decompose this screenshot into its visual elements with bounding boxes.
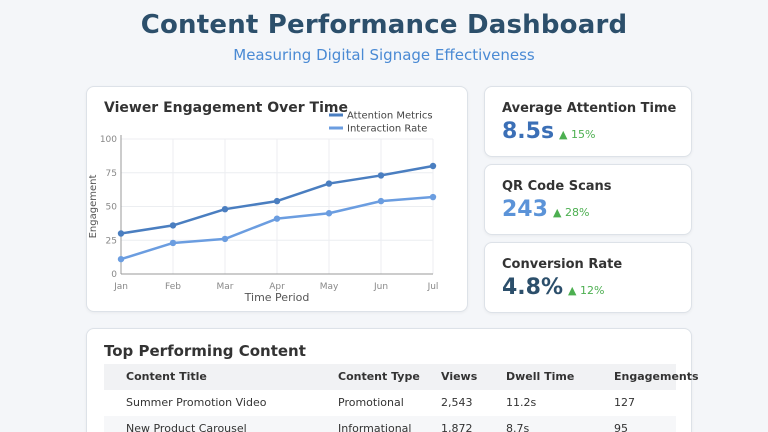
page-subtitle: Measuring Digital Signage Effectiveness bbox=[233, 46, 535, 64]
data-point bbox=[273, 215, 281, 222]
data-point bbox=[221, 235, 229, 243]
data-point bbox=[221, 206, 229, 213]
table-row[interactable]: Summer Promotion Video Promotional 2,543… bbox=[104, 390, 676, 416]
x-tick-label: Jul bbox=[427, 282, 439, 292]
legend-label: Attention Metrics bbox=[347, 111, 433, 122]
data-point bbox=[117, 230, 125, 237]
x-tick-label: Mar bbox=[217, 282, 234, 292]
x-tick-label: Feb bbox=[165, 282, 181, 292]
metric-delta: ▲ 15% bbox=[559, 128, 596, 141]
metric-value: 243 bbox=[502, 197, 548, 222]
data-point bbox=[169, 239, 177, 247]
engagement-chart-card: Viewer Engagement Over Time 0 25 50 75 100 Ja… bbox=[86, 86, 468, 312]
x-axis-label: Time Period bbox=[244, 291, 310, 304]
metric-delta: ▲ 28% bbox=[553, 206, 590, 219]
data-point bbox=[325, 210, 333, 217]
cell-content-title: Summer Promotion Video bbox=[126, 396, 267, 409]
metric-label: QR Code Scans bbox=[502, 179, 612, 194]
metric-card-attention-time: Average Attention Time 8.5s ▲ 15% bbox=[484, 86, 692, 157]
y-tick-label: 75 bbox=[106, 169, 117, 179]
cell-dwell-time: 11.2s bbox=[506, 396, 537, 409]
metric-value: 8.5s bbox=[502, 119, 555, 144]
top-content-table-card: Top Performing Content Content Title Con… bbox=[86, 328, 699, 432]
table-header-row: Content Title Content Type Views Dwell T… bbox=[104, 364, 699, 390]
cell-dwell-time: 8.7s bbox=[506, 422, 530, 432]
table-title: Top Performing Content bbox=[104, 342, 306, 360]
y-axis-label: Engagement bbox=[88, 175, 99, 239]
x-tick-label: Jan bbox=[113, 282, 128, 292]
data-point bbox=[169, 222, 177, 229]
metric-label: Conversion Rate bbox=[502, 257, 623, 272]
y-tick-label: 50 bbox=[106, 203, 118, 213]
metric-card-conversion-rate: Conversion Rate 4.8% ▲ 12% bbox=[484, 242, 692, 313]
column-header-views[interactable]: Views bbox=[441, 370, 478, 383]
legend-label: Interaction Rate bbox=[347, 124, 427, 135]
column-header-dwell-time[interactable]: Dwell Time bbox=[506, 370, 575, 383]
data-point bbox=[117, 255, 125, 263]
metric-card-qr-scans: QR Code Scans 243 ▲ 28% bbox=[484, 164, 692, 235]
cell-engagements: 95 bbox=[614, 422, 628, 432]
data-point bbox=[273, 197, 281, 205]
data-point bbox=[429, 193, 437, 201]
x-tick-label: Apr bbox=[269, 282, 285, 292]
column-header-content-type[interactable]: Content Type bbox=[338, 370, 420, 383]
data-point bbox=[377, 172, 385, 179]
cell-content-title: New Product Carousel bbox=[126, 422, 247, 432]
column-header-content-title[interactable]: Content Title bbox=[126, 370, 207, 383]
data-point bbox=[325, 180, 333, 187]
data-point bbox=[377, 197, 385, 205]
cell-content-type: Informational bbox=[338, 422, 412, 432]
y-tick-label: 25 bbox=[106, 236, 117, 246]
metric-value: 4.8% bbox=[502, 275, 564, 300]
y-tick-label: 100 bbox=[100, 135, 117, 145]
x-tick-label: May bbox=[320, 282, 339, 292]
column-header-engagements[interactable]: Engagements bbox=[614, 370, 699, 383]
cell-views: 1,872 bbox=[441, 422, 473, 432]
cell-content-type: Promotional bbox=[338, 396, 404, 409]
chart-title: Viewer Engagement Over Time bbox=[104, 100, 348, 116]
engagement-line-chart: 0 25 50 75 100 Jan Feb Mar Apr May Jun Jul Time Peri… bbox=[88, 111, 439, 305]
cell-engagements: 127 bbox=[614, 396, 635, 409]
y-tick-label: 0 bbox=[111, 270, 117, 280]
data-point bbox=[429, 162, 437, 170]
metric-label: Average Attention Time bbox=[502, 101, 677, 116]
cell-views: 2,543 bbox=[441, 396, 473, 409]
page-title: Content Performance Dashboard bbox=[140, 10, 628, 40]
x-tick-label: Jun bbox=[373, 282, 388, 292]
metric-delta: ▲ 12% bbox=[568, 284, 605, 297]
table-row[interactable]: New Product Carousel Informational 1,872… bbox=[104, 416, 676, 432]
